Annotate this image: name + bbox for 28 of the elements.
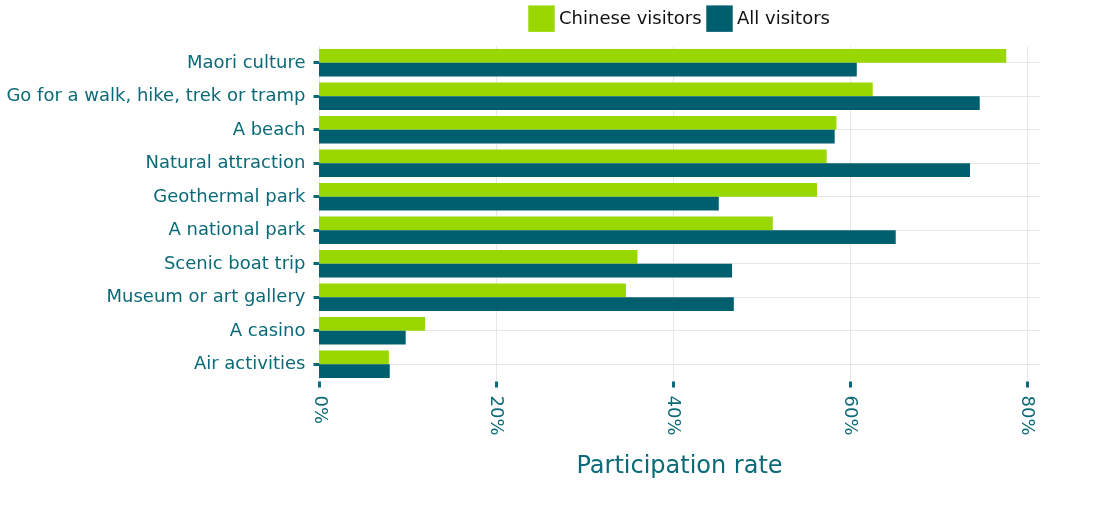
bar [319,350,389,365]
x-tick-label: 40% [664,395,686,436]
bar [319,116,837,130]
bar [319,250,638,264]
x-axis-title: Participation rate [576,450,783,479]
y-tick-label: A beach [232,117,306,139]
legend-label: All visitors [737,6,830,28]
bar [319,283,626,298]
bar [319,149,827,164]
y-tick-label: Air activities [193,352,306,374]
y-tick-label: A casino [229,318,306,340]
y-tick-label: A national park [168,218,307,240]
y-tick-label: Scenic boat trip [163,251,306,273]
y-tick-label: Go for a walk, hike, trek or tramp [6,84,306,106]
bar [319,216,773,231]
bar [319,317,426,331]
x-tick-label: 20% [487,395,509,436]
legend-label: Chinese visitors [559,6,702,28]
y-tick-label: Museum or art gallery [106,285,306,307]
y-tick-label: Natural attraction [145,151,306,173]
x-tick-label: 80% [1018,395,1040,436]
y-tick-label: Maori culture [186,50,306,72]
bar [319,183,817,197]
x-tick-label: 0% [310,395,332,425]
bar [319,49,1007,63]
y-tick-label: Geothermal park [153,184,307,206]
x-tick-label: 60% [841,395,863,436]
bar [319,82,873,97]
